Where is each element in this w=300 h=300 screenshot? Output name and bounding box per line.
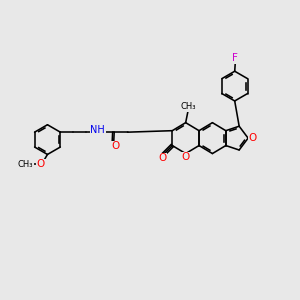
Text: NH: NH [90,125,105,135]
Text: O: O [37,159,45,169]
Text: O: O [248,133,257,143]
Text: CH₃: CH₃ [18,160,33,169]
Text: F: F [232,53,238,63]
Text: O: O [159,153,167,163]
Text: O: O [112,141,120,152]
Text: CH₃: CH₃ [180,102,196,111]
Text: O: O [182,152,190,162]
